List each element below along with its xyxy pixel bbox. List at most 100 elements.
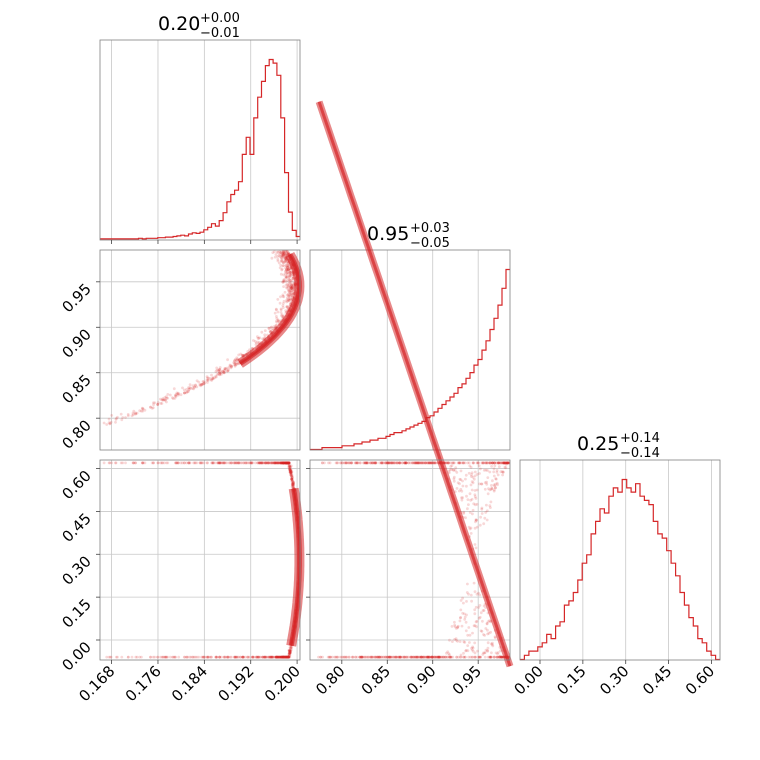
sample-point [386, 655, 389, 659]
sample-point [460, 498, 464, 502]
sample-point [285, 655, 288, 659]
sample-point [473, 590, 477, 594]
sample-point [471, 646, 475, 650]
sample-point [488, 619, 491, 623]
sample-point [278, 655, 282, 659]
sample-point [363, 655, 367, 659]
sample-point [286, 461, 290, 465]
sample-point [290, 477, 294, 481]
sample-point [386, 655, 390, 659]
sample-point [490, 465, 493, 468]
sample-point [347, 655, 351, 659]
sample-point [450, 464, 454, 467]
sample-point [281, 461, 285, 465]
sample-point [489, 506, 492, 509]
sample-point [225, 366, 229, 370]
sample-point [191, 655, 195, 659]
sample-point [458, 461, 462, 465]
sample-point [284, 461, 288, 465]
sample-point [360, 655, 364, 659]
sample-point [411, 461, 415, 465]
sample-point [263, 461, 267, 465]
sample-point [489, 500, 493, 504]
sample-point [387, 461, 390, 465]
sample-point [415, 655, 419, 659]
sample-point [289, 646, 293, 650]
sample-point [360, 655, 364, 659]
sample-point [97, 656, 100, 659]
sample-point [284, 254, 288, 257]
sample-point [245, 461, 248, 465]
sample-point [289, 646, 293, 650]
sample-point [258, 655, 262, 659]
sample-point [275, 461, 279, 465]
sample-point [218, 366, 222, 369]
sample-point [286, 461, 289, 465]
sample-point [471, 508, 475, 512]
sample-point [467, 503, 470, 506]
sample-point [289, 279, 293, 282]
sample-point [447, 461, 451, 465]
sample-point [273, 461, 277, 465]
sample-point [119, 461, 123, 465]
sample-point [279, 461, 283, 465]
sample-point [114, 418, 118, 421]
sample-point [378, 655, 381, 659]
sample-point [281, 655, 285, 659]
sample-point [289, 272, 292, 276]
sample-point [361, 655, 365, 659]
sample-point [218, 655, 222, 659]
sample-point [289, 646, 292, 650]
sample-point [360, 655, 363, 659]
sample-point [286, 266, 290, 269]
sample-point [279, 259, 283, 263]
x-tick-label: 0.168 [75, 662, 118, 705]
sample-point [195, 385, 199, 389]
sample-point [394, 655, 398, 659]
sample-point [477, 591, 480, 595]
sample-point [206, 655, 209, 659]
sample-point [239, 352, 243, 356]
sample-point [152, 401, 155, 405]
sample-point [364, 461, 367, 465]
sample-point [283, 655, 287, 659]
sample-point [278, 461, 281, 465]
sample-point [501, 473, 504, 477]
sample-point [428, 461, 431, 465]
sample-point [499, 655, 503, 659]
sample-point [291, 482, 295, 486]
sample-point [130, 414, 134, 418]
sample-point [370, 655, 373, 659]
sample-point [380, 461, 384, 465]
sample-point [149, 405, 152, 409]
sample-point [287, 285, 290, 288]
sample-point [213, 376, 217, 380]
sample-point [288, 649, 292, 653]
sample-point [285, 461, 289, 465]
sample-point [286, 461, 290, 465]
sample-point [188, 387, 191, 391]
sample-point [281, 655, 285, 659]
sample-point [327, 655, 331, 659]
sample-point [255, 655, 259, 659]
sample-point [174, 393, 177, 397]
sample-point [449, 461, 453, 465]
sample-point [280, 655, 284, 659]
sample-point [478, 655, 481, 659]
sample-point [386, 461, 389, 465]
sample-point [395, 655, 399, 659]
sample-point [336, 655, 340, 659]
sample-point [288, 651, 291, 655]
sample-point [278, 301, 282, 305]
sample-point [403, 461, 407, 465]
sample-point [270, 461, 273, 465]
sample-point [436, 655, 440, 659]
sample-point [286, 271, 290, 274]
sample-point [491, 461, 494, 465]
sample-point [421, 655, 425, 659]
sample-point [496, 483, 499, 487]
sample-point [175, 461, 179, 465]
sample-point [218, 461, 222, 465]
sample-point [466, 461, 470, 465]
sample-point [151, 406, 155, 410]
